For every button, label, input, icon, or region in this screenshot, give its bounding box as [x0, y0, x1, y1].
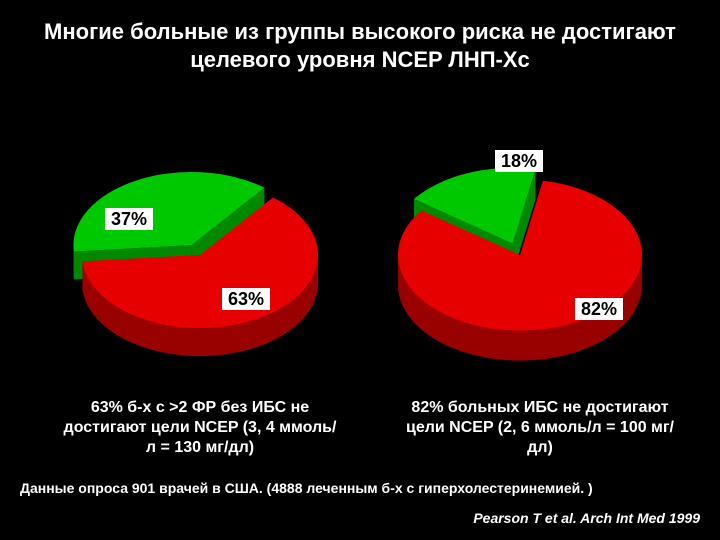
chart-area: [0, 100, 720, 420]
pct-label: 63%: [222, 288, 270, 310]
pct-label: 82%: [575, 298, 623, 320]
pies-svg: [0, 0, 720, 540]
citation: Pearson T et al. Arch Int Med 1999: [473, 510, 700, 526]
pct-label: 37%: [105, 208, 153, 230]
caption-left: 63% б-х с >2 ФР без ИБС не достигают цел…: [60, 398, 340, 458]
slide: Многие больные из группы высокого риска …: [0, 0, 720, 540]
caption-right: 82% больных ИБС не достигают цели NCEP (…: [400, 398, 680, 458]
pct-label: 18%: [495, 150, 543, 172]
footnote: Данные опроса 901 врачей в США. (4888 ле…: [20, 480, 700, 496]
